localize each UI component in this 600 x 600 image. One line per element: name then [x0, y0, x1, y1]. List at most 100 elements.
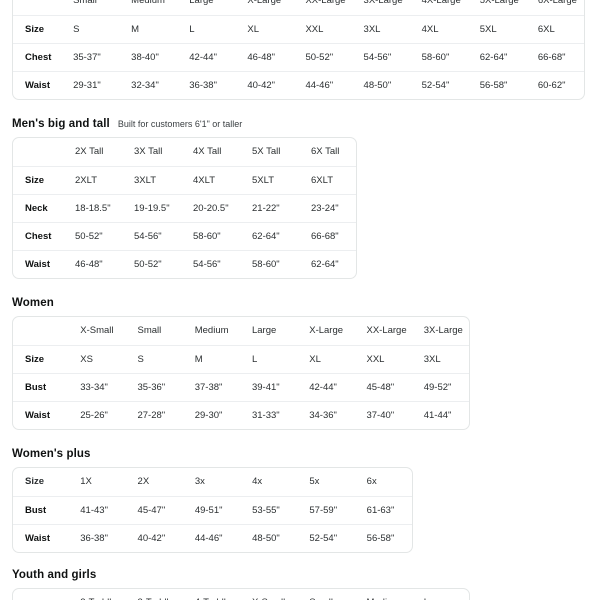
- size-table-bigtall-card: 2X Tall 3X Tall 4X Tall 5X Tall 6X Tall …: [12, 137, 357, 279]
- table-cell: 58-60": [193, 230, 221, 242]
- table-cell: 56-58": [479, 79, 508, 91]
- table-cell: L: [251, 353, 258, 365]
- table-cell: 40-42": [247, 79, 276, 91]
- size-table-men: Small Medium Large X-Large XX-Large 3X-L…: [13, 0, 584, 99]
- row-label: Size: [25, 23, 45, 35]
- column-header: Medium: [131, 0, 165, 7]
- column-header: Medium: [354, 589, 411, 600]
- table-cell: 23-24": [311, 202, 339, 214]
- table-row: Chest 50-52" 54-56" 58-60" 62-64" 66-68": [13, 222, 356, 250]
- table-cell: 34-36": [309, 409, 337, 421]
- table-cell: 41-43": [80, 504, 108, 516]
- table-cell: XL: [247, 23, 259, 35]
- column-header: 4x: [252, 476, 263, 488]
- table-cell: 38-40": [131, 51, 159, 63]
- table-row: Size S M L XL XXL 3XL 4XL 5XL 6XL: [13, 15, 584, 43]
- section-title: Youth and girls: [12, 569, 97, 581]
- size-table-men-card: Small Medium Large X-Large XX-Large 3X-L…: [12, 0, 585, 100]
- column-header: Small: [297, 589, 354, 600]
- section-heading-row: Women: [12, 297, 588, 316]
- section-heading-row: Women's plus: [12, 448, 588, 467]
- table-cell: 57-59": [309, 504, 338, 516]
- table-cell: 62-64": [252, 230, 280, 242]
- table-cell: 2XLT: [75, 174, 98, 186]
- table-cell: 52-54": [421, 79, 450, 91]
- table-row: Bust 41-43" 45-47" 49-51" 53-55" 57-59" …: [13, 496, 412, 524]
- table-row: Bust 33-34" 35-36" 37-38" 39-41" 42-44" …: [13, 373, 469, 401]
- column-header: XX-Large: [305, 0, 346, 7]
- section-mens-big-and-tall: Men's big and tall Built for customers 6…: [0, 118, 600, 279]
- table-cell: 52-54": [309, 532, 338, 544]
- table-cell: 49-51": [194, 504, 223, 516]
- table-cell: 6XLT: [311, 174, 334, 186]
- column-header: 1X: [80, 476, 92, 488]
- table-cell: XXL: [366, 353, 385, 365]
- table-cell: 66-68": [537, 51, 566, 63]
- table-cell: 50-52": [134, 258, 162, 270]
- column-header-rowlabel: [13, 317, 68, 345]
- column-header: 2X Tall: [75, 146, 104, 158]
- table-row: Waist 46-48" 50-52" 54-56" 58-60" 62-64": [13, 250, 356, 278]
- column-header: 3x: [194, 476, 205, 488]
- table-header-row: X-Small Small Medium Large X-Large XX-La…: [13, 317, 469, 345]
- column-header: 2X: [137, 476, 150, 488]
- table-cell: 29-31": [73, 79, 101, 91]
- table-row: Waist 25-26" 27-28" 29-30" 31-33" 34-36"…: [13, 401, 469, 429]
- size-table-womensplus-card: Size 1X 2X 3x 4x 5x 6x Bust 41-43" 45-47…: [12, 467, 413, 553]
- table-cell: 42-44": [189, 51, 217, 63]
- column-header: 3-Toddler: [125, 589, 182, 600]
- size-table-womensplus: Size 1X 2X 3x 4x 5x 6x Bust 41-43" 45-47…: [13, 468, 412, 552]
- table-cell: XS: [80, 353, 93, 365]
- column-header: Large: [251, 325, 277, 337]
- size-table-bigtall: 2X Tall 3X Tall 4X Tall 5X Tall 6X Tall …: [13, 138, 356, 278]
- table-cell: 45-48": [366, 381, 395, 393]
- row-label: Chest: [25, 51, 52, 63]
- table-cell: S: [73, 23, 80, 35]
- column-header: 5X Tall: [252, 146, 281, 158]
- row-label: Waist: [25, 258, 50, 270]
- section-heading-row: Men's big and tall Built for customers 6…: [12, 118, 588, 137]
- section-title: Men's big and tall: [12, 118, 110, 130]
- table-row: Chest 35-37" 38-40" 42-44" 46-48" 50-52"…: [13, 43, 584, 71]
- section-womens-plus: Women's plus Size 1X 2X 3x 4x 5x 6x Bust…: [0, 448, 600, 553]
- table-cell: 5XLT: [252, 174, 275, 186]
- table-cell: 53-55": [252, 504, 280, 516]
- table-cell: 54-56": [134, 230, 162, 242]
- size-table-youth-card: 2-Toddler 3-Toddler 4-Toddler X-Small Sm…: [12, 588, 470, 600]
- table-cell: 31-33": [251, 409, 280, 421]
- table-cell: 27-28": [137, 409, 166, 421]
- column-header: Small: [73, 0, 97, 7]
- section-women: Women X-Small Small Medium Large X-Large…: [0, 297, 600, 430]
- spacer: [0, 279, 600, 297]
- table-cell: 3XLT: [134, 174, 157, 186]
- table-row: Waist 36-38" 40-42" 44-46" 48-50" 52-54"…: [13, 524, 412, 552]
- column-header: 6x: [366, 476, 377, 488]
- table-cell: 3XL: [363, 23, 381, 35]
- row-label: Size: [25, 353, 45, 365]
- table-cell: 40-42": [137, 532, 166, 544]
- table-cell: 25-26": [80, 409, 108, 421]
- table-cell: 46-48": [75, 258, 103, 270]
- table-row: Size 2XLT 3XLT 4XLT 5XLT 6XLT: [13, 166, 356, 194]
- column-header: 4X Tall: [193, 146, 222, 158]
- column-header: 6X-Large: [537, 0, 577, 7]
- table-cell: M: [131, 23, 140, 35]
- table-header-row: 2X Tall 3X Tall 4X Tall 5X Tall 6X Tall: [13, 138, 356, 166]
- section-title: Women's plus: [12, 448, 91, 460]
- table-cell: XL: [309, 353, 321, 365]
- table-cell: 50-52": [305, 51, 334, 63]
- table-cell: 5XL: [479, 23, 497, 35]
- table-cell: 29-30": [194, 409, 223, 421]
- row-label: Waist: [25, 79, 50, 91]
- table-cell: 18-18.5": [75, 202, 111, 214]
- column-header: 4X-Large: [421, 0, 461, 7]
- section-subtitle: Built for customers 6'1" or taller: [117, 119, 243, 129]
- table-cell: 39-41": [251, 381, 280, 393]
- table-cell: 58-60": [252, 258, 280, 270]
- column-header: X-Large: [309, 325, 344, 337]
- table-cell: 21-22": [252, 202, 280, 214]
- spacer: [0, 553, 600, 569]
- table-cell: 36-38": [80, 532, 108, 544]
- table-cell: 37-40": [366, 409, 395, 421]
- column-header: 5X-Large: [479, 0, 519, 7]
